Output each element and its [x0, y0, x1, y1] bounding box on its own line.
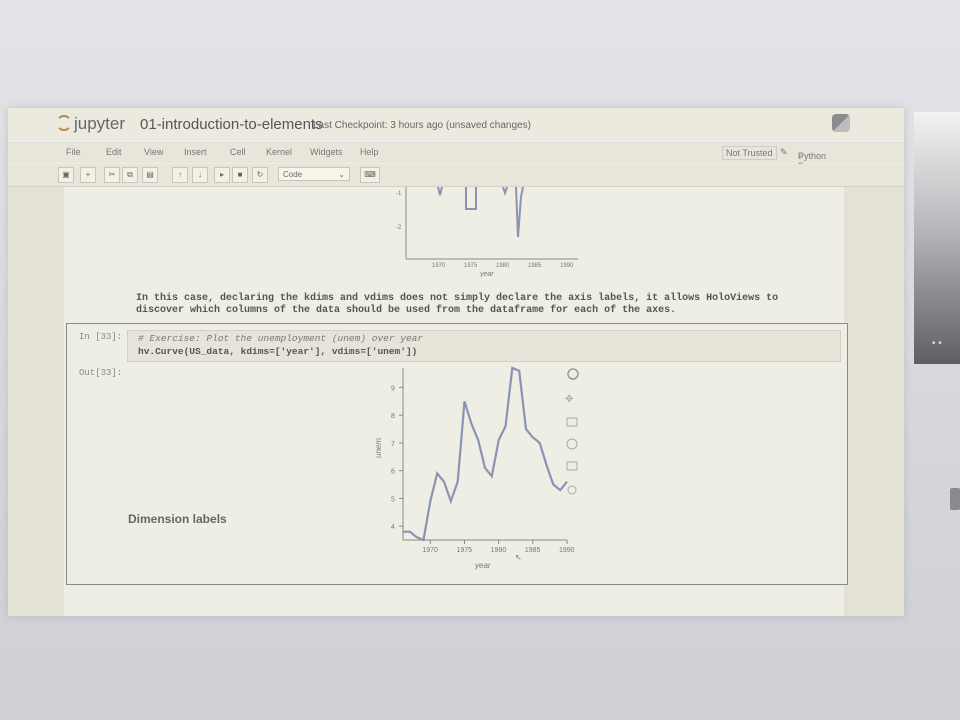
notebook-header: jupyter 01-introduction-to-elements Last…: [8, 108, 904, 140]
notebook-name[interactable]: 01-introduction-to-elements: [140, 116, 323, 133]
y-axis-label: unem: [374, 438, 383, 458]
move-up-icon[interactable]: ↑: [172, 167, 188, 183]
plot-toolbar: ✥: [565, 368, 579, 495]
python-logo-icon: [832, 114, 850, 132]
notebook-content[interactable]: -1 -2 1970 1975 1980 1985 1990 year In t…: [8, 187, 904, 616]
save-icon[interactable]: ▣: [58, 167, 74, 183]
jupyter-logo[interactable]: jupyter: [56, 114, 125, 134]
x-tick-label: 1980: [491, 547, 507, 554]
cell-type-value: Code: [283, 170, 303, 179]
y-tick-label: 8: [391, 413, 395, 420]
menu-kernel[interactable]: Kernel: [266, 147, 293, 157]
menu-widgets[interactable]: Widgets: [310, 147, 343, 157]
y-tick-label: -2: [396, 225, 402, 231]
x-tick-label: 1990: [559, 547, 575, 554]
x-tick-label: 1975: [457, 547, 473, 554]
markdown-line: In this case, declaring the kdims and vd…: [136, 293, 779, 304]
menu-cell[interactable]: Cell: [230, 147, 246, 157]
box-zoom-icon[interactable]: [566, 417, 578, 427]
copy-icon[interactable]: ⧉: [122, 167, 138, 183]
cell-type-select[interactable]: Code ⌄: [278, 167, 350, 181]
x-axis-label: year: [479, 271, 494, 277]
previous-series-line: [437, 187, 524, 238]
bokeh-logo-icon[interactable]: [567, 368, 579, 380]
pan-icon[interactable]: ✥: [565, 394, 573, 405]
paste-icon[interactable]: ▤: [142, 167, 158, 183]
y-tick-label: 6: [391, 469, 395, 476]
run-icon[interactable]: ▸: [214, 167, 230, 183]
window-dots: • •: [932, 338, 942, 349]
chevron-down-icon: ⌄: [338, 170, 345, 179]
input-prompt: In [33]:: [79, 332, 123, 342]
save-tool-icon[interactable]: [566, 461, 578, 471]
menu-help[interactable]: Help: [360, 147, 379, 157]
x-tick-label: 1970: [432, 263, 446, 269]
markdown-line: discover which columns of the data shoul…: [136, 305, 677, 316]
x-tick-label: 1990: [560, 263, 574, 269]
code-cell[interactable]: In [33]: # Exercise: Plot the unemployme…: [66, 323, 848, 585]
checkpoint-status: Last Checkpoint: 3 hours ago (unsaved ch…: [313, 120, 531, 131]
y-tick-label: -1: [396, 191, 402, 197]
notebook-toolbar: ▣ + ✂ ⧉ ▤ ↑ ↓ ▸ ■ ↻ Code ⌄ ⌨: [8, 164, 904, 187]
jupyter-logo-icon: [56, 115, 72, 131]
move-down-icon[interactable]: ↓: [192, 167, 208, 183]
menu-insert[interactable]: Insert: [184, 147, 207, 157]
x-axis-label: year: [474, 561, 491, 570]
side-handle: [950, 488, 960, 510]
logo-text: jupyter: [74, 114, 126, 133]
x-tick-label: 1980: [496, 263, 510, 269]
y-tick-label: 4: [391, 524, 395, 531]
menu-bar: File Edit View Insert Cell Kernel Widget…: [8, 142, 904, 171]
kernel-status-icon: ○: [798, 151, 804, 161]
menu-edit[interactable]: Edit: [106, 147, 122, 157]
previous-plot: -1 -2 1970 1975 1980 1985 1990 year: [396, 187, 578, 277]
output-prompt: Out[33]:: [79, 368, 123, 378]
menu-view[interactable]: View: [144, 147, 164, 157]
edit-pencil-icon[interactable]: ✎: [780, 147, 788, 157]
stop-icon[interactable]: ■: [232, 167, 248, 183]
restart-icon[interactable]: ↻: [252, 167, 268, 183]
unemployment-plot[interactable]: 1970 1975 1980 1985 1990 4 5 6 7 8 9 year unem ↖ ✥: [367, 364, 627, 584]
reset-icon[interactable]: [567, 485, 577, 495]
code-comment-line: # Exercise: Plot the unemployment (unem)…: [138, 333, 424, 344]
y-tick-label: 5: [391, 496, 395, 503]
code-editor[interactable]: # Exercise: Plot the unemployment (unem)…: [127, 330, 841, 362]
trust-indicator[interactable]: Not Trusted: [722, 146, 777, 160]
x-tick-label: 1970: [422, 547, 438, 554]
cut-icon[interactable]: ✂: [104, 167, 120, 183]
command-palette-icon[interactable]: ⌨: [360, 167, 380, 183]
x-tick-label: 1985: [525, 547, 541, 554]
section-heading: Dimension labels: [128, 512, 227, 526]
unem-series-line: [403, 366, 568, 542]
y-tick-label: 7: [391, 441, 395, 448]
x-tick-label: 1985: [528, 263, 542, 269]
wheel-zoom-icon[interactable]: [566, 438, 578, 450]
cursor-icon: ↖: [515, 553, 522, 562]
insert-cell-icon[interactable]: +: [80, 167, 96, 183]
jupyter-window: jupyter 01-introduction-to-elements Last…: [8, 108, 904, 616]
code-line: hv.Curve(US_data, kdims=['year'], vdims=…: [138, 346, 418, 357]
menu-file[interactable]: File: [66, 147, 81, 157]
x-tick-label: 1975: [464, 263, 478, 269]
y-tick-label: 9: [391, 385, 395, 392]
markdown-cell: In this case, declaring the kdims and vd…: [136, 293, 836, 317]
background-window: • •: [914, 112, 960, 364]
